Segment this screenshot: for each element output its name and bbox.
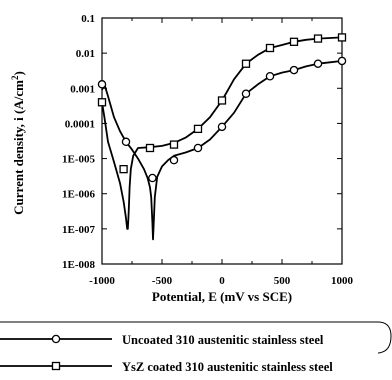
data-point-uncoated [217, 122, 227, 132]
y-tick-label: 0.0001 [65, 118, 95, 130]
data-point-ysz [265, 43, 275, 53]
x-tick-label: 500 [274, 275, 291, 287]
legend-label-ysz: YsZ coated 310 austenitic stainless stee… [122, 360, 333, 374]
legend-label-uncoated: Uncoated 310 austenitic stainless steel [122, 333, 324, 347]
data-point-uncoated [265, 72, 275, 81]
x-tick-label: 0 [219, 275, 225, 287]
y-tick-label: 0.1 [81, 13, 95, 25]
data-point-ysz [97, 98, 107, 107]
data-point-uncoated [193, 143, 203, 153]
data-point-uncoated [241, 89, 251, 98]
x-axis-ticks: -1000 -500 0 500 1000 [89, 18, 354, 287]
series-line-ysz [101, 36, 343, 230]
x-tick-label: 1000 [331, 275, 354, 287]
data-point-uncoated [97, 80, 107, 89]
data-point-ysz [193, 124, 203, 134]
y-tick-label: 0.001 [70, 83, 95, 95]
y-tick-label: 1E-005 [62, 154, 96, 166]
y-axis-title: Current density, i (A/cm2) [10, 71, 26, 215]
legend: Uncoated 310 austenitic stainless steel … [0, 321, 392, 374]
x-axis-title: Potential, E (mV vs SCE) [152, 289, 292, 304]
data-point-uncoated [148, 173, 157, 183]
y-axis-title-end: ) [11, 71, 26, 75]
legend-frame [0, 321, 392, 354]
y-tick-label: 1E-008 [62, 259, 96, 271]
data-point-ysz [289, 37, 299, 46]
legend-marker-uncoated [51, 334, 61, 344]
data-point-ysz [337, 33, 347, 42]
y-axis-title-sup: 2 [10, 75, 20, 80]
data-point-uncoated [169, 155, 179, 165]
data-point-ysz [169, 140, 179, 149]
legend-marker-ysz [51, 361, 61, 371]
y-axis-title-main: Current density, i (A/cm [11, 80, 26, 215]
data-point-ysz [313, 34, 323, 43]
data-point-uncoated [121, 137, 131, 147]
data-point-ysz [217, 96, 227, 105]
data-point-uncoated [313, 59, 323, 68]
x-tick-label: -500 [152, 275, 173, 287]
data-point-ysz [241, 59, 251, 68]
data-point-uncoated [337, 56, 347, 66]
y-axis-ticks: 1E-008 1E-007 1E-006 1E-005 0.0001 0.001 0.01 0… [62, 13, 342, 271]
series-line-uncoated [101, 60, 343, 241]
series-layer [97, 33, 347, 241]
y-tick-label: 1E-006 [62, 189, 96, 201]
plot-area [101, 17, 343, 265]
y-tick-label: 1E-007 [62, 224, 96, 236]
plot-frame [101, 17, 343, 265]
data-point-ysz [145, 143, 155, 153]
y-tick-label: 0.01 [76, 48, 95, 60]
data-point-uncoated [289, 65, 299, 75]
x-tick-label: -1000 [89, 275, 115, 287]
data-point-ysz [119, 165, 128, 174]
